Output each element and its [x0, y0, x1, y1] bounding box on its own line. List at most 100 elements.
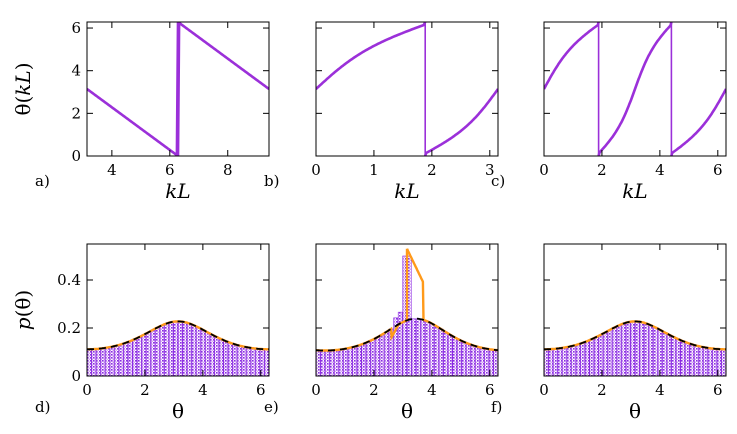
- theta-curve-segment: [87, 22, 180, 156]
- histogram-bar: [347, 347, 353, 376]
- histogram-bar: [493, 349, 498, 376]
- histogram-bar: [178, 321, 183, 376]
- chart-panel-d: 0 2 4 6 0 0.2 0.4 θ p(θ) d): [11, 243, 270, 423]
- theta-curve-segment: [544, 22, 600, 90]
- histogram-bar: [671, 336, 676, 376]
- histogram-bar: [114, 345, 119, 376]
- x-tick-label: 2: [597, 161, 607, 179]
- histogram-bar: [146, 331, 151, 376]
- panel-label: d): [35, 398, 50, 416]
- x-tick-label: 6: [713, 381, 723, 399]
- histogram-bar: [698, 346, 704, 376]
- histogram-bar: [356, 344, 362, 376]
- histogram-bar: [205, 331, 210, 376]
- panel-label: b): [264, 172, 279, 190]
- y-tick-label: 4: [71, 62, 81, 80]
- histogram-bar: [105, 347, 110, 376]
- histogram-bar: [557, 347, 563, 376]
- histogram-bar: [200, 329, 206, 376]
- histogram-bar: [320, 350, 326, 376]
- plot-area: [544, 22, 726, 156]
- histogram-bar: [648, 324, 654, 376]
- histogram-bar: [625, 321, 631, 376]
- histogram-bar: [675, 338, 681, 376]
- x-tick-label: 4: [655, 161, 665, 179]
- x-tick-label: 2: [427, 161, 437, 179]
- panel-label: a): [35, 172, 50, 190]
- histogram-bar: [123, 342, 128, 376]
- histogram-bar: [255, 348, 260, 376]
- histogram-bar: [397, 311, 403, 376]
- histogram-bar: [553, 348, 558, 376]
- x-tick-label: 4: [427, 381, 437, 399]
- histogram-bar: [479, 347, 485, 376]
- histogram-bar: [352, 346, 357, 376]
- x-axis-label: kL: [165, 179, 190, 203]
- x-tick-label: 0: [539, 381, 549, 399]
- histogram-bar: [361, 343, 367, 376]
- panel-label: f): [491, 398, 502, 416]
- histogram-bar: [109, 346, 115, 376]
- y-tick-label: 6: [71, 19, 81, 37]
- histogram-bar: [612, 327, 617, 376]
- x-tick-label: 1: [369, 161, 379, 179]
- histogram-bar: [209, 334, 215, 376]
- histogram-bar: [375, 336, 380, 376]
- y-axis-label: θ(kL): [11, 62, 35, 115]
- chart-panel-b: 0 1 2 3 kL b): [264, 21, 499, 203]
- plot-frame: [543, 21, 727, 157]
- histogram-bar: [666, 334, 672, 376]
- histogram-bar: [96, 348, 101, 376]
- y-axis-label: p(θ): [11, 290, 35, 330]
- histogram-bar: [150, 329, 156, 376]
- histogram-bar: [484, 348, 489, 376]
- histogram-bar: [141, 334, 147, 376]
- histogram-bar: [562, 347, 567, 376]
- histogram-bar: [721, 348, 726, 376]
- theta-curve-segment: [423, 88, 498, 156]
- histogram-bar: [707, 347, 713, 376]
- histogram-bar: [191, 324, 197, 376]
- histogram-bar: [366, 341, 371, 376]
- histogram-bar: [187, 323, 192, 376]
- x-tick-label: 6: [485, 381, 495, 399]
- plot-area: [316, 22, 498, 156]
- histogram-bar: [594, 336, 599, 376]
- histogram-bar: [662, 331, 667, 376]
- x-tick-label: 6: [713, 161, 723, 179]
- histogram-bar: [566, 346, 572, 376]
- histogram-bar: [159, 324, 165, 376]
- histogram-bar: [425, 321, 430, 376]
- histogram-bar: [575, 343, 581, 376]
- y-tick-label: 0: [71, 367, 81, 385]
- y-tick-label: 0.2: [57, 319, 81, 337]
- histogram-bar: [384, 331, 389, 376]
- histogram-bar: [461, 341, 467, 376]
- x-tick-label: 0: [311, 161, 321, 179]
- histogram-bar: [548, 348, 554, 376]
- histogram-bar: [475, 346, 480, 376]
- histogram-bar: [223, 340, 229, 376]
- histogram-bar: [443, 331, 448, 376]
- histogram-bar: [685, 342, 690, 376]
- histogram-bar: [616, 324, 622, 376]
- histogram-bar: [466, 343, 471, 376]
- histogram-bar: [584, 340, 590, 376]
- histogram-bar: [411, 318, 417, 376]
- histogram-bar: [598, 334, 604, 376]
- histogram-bar: [241, 346, 247, 376]
- histogram-bar: [168, 321, 174, 376]
- x-tick-label: 0: [539, 161, 549, 179]
- histogram-bar: [657, 329, 663, 376]
- histogram-bar: [634, 321, 640, 376]
- theta-curve-segment: [597, 22, 673, 156]
- histogram-bar: [621, 323, 626, 376]
- histogram-bar: [420, 319, 426, 376]
- x-tick-label: 4: [107, 161, 117, 179]
- histogram-bar: [237, 345, 242, 376]
- plot-frame: [543, 243, 727, 377]
- x-tick-label: 8: [223, 161, 233, 179]
- histogram-bar: [100, 347, 106, 376]
